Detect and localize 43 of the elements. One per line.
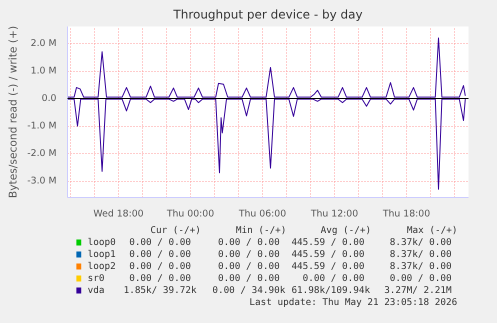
text: 0.00 / 0.00 xyxy=(302,273,365,284)
text: Cur (-/+) xyxy=(150,225,201,236)
y-tick-label: -3.0 M xyxy=(27,176,57,187)
text: Max (-/+) xyxy=(406,225,458,236)
chart-title: Throughput per device - by day xyxy=(172,8,363,22)
text: Avg (-/+) xyxy=(320,225,372,236)
text: Last update: Thu May 21 23:05:18 2026 xyxy=(249,297,458,308)
text: 0.00 / 0.00 xyxy=(218,237,280,248)
legend-label: vda xyxy=(88,285,105,296)
x-tick-label: Thu 12:00 xyxy=(310,208,358,220)
text: 0.00 / 0.00 xyxy=(218,249,280,260)
legend-label: sr0 xyxy=(88,273,105,284)
text: 0.00 / 0.00 xyxy=(129,249,192,260)
x-tick-label: Thu 00:00 xyxy=(166,208,214,220)
legend-label: loop0 xyxy=(88,237,116,248)
legend-label: loop2 xyxy=(88,261,116,272)
text: 0.00 / 0.00 xyxy=(218,273,280,284)
legend-label: loop1 xyxy=(88,249,116,260)
x-tick-label: Thu 06:00 xyxy=(238,208,286,220)
text: 0.00 / 0.00 xyxy=(129,273,192,284)
text: 0.00 / 0.00 xyxy=(129,261,192,272)
y-tick-label: -2.0 M xyxy=(27,148,57,160)
text: 445.59 / 0.00 xyxy=(291,237,365,248)
text: 8.37k/ 0.00 xyxy=(390,261,452,272)
y-tick-label: 1.0 M xyxy=(30,66,57,77)
text: 0.00 / 34.90k xyxy=(212,285,286,296)
text: Min (-/+) xyxy=(236,225,286,236)
y-tick-label: 2.0 M xyxy=(30,38,57,50)
y-tick-label: -1.0 M xyxy=(27,120,57,132)
text: 61.98k/109.94k xyxy=(291,285,370,296)
text: 0.00 / 0.00 xyxy=(390,273,452,284)
text: 445.59 / 0.00 xyxy=(291,261,365,272)
x-tick-label: Thu 18:00 xyxy=(382,208,430,220)
text: 0.00 / 0.00 xyxy=(129,237,192,248)
text: 3.27M/ 2.21M xyxy=(384,285,452,296)
y-tick-label: 0.0 xyxy=(42,93,57,104)
y-axis-title: Bytes/second read (-) / write (+) xyxy=(6,26,20,198)
text: 1.85k/ 39.72k xyxy=(124,285,197,296)
text: 0.00 / 0.00 xyxy=(218,261,280,272)
text: 8.37k/ 0.00 xyxy=(390,249,452,260)
text: 445.59 / 0.00 xyxy=(291,249,365,260)
x-tick-label: Wed 18:00 xyxy=(93,208,144,220)
text: 8.37k/ 0.00 xyxy=(390,237,452,248)
